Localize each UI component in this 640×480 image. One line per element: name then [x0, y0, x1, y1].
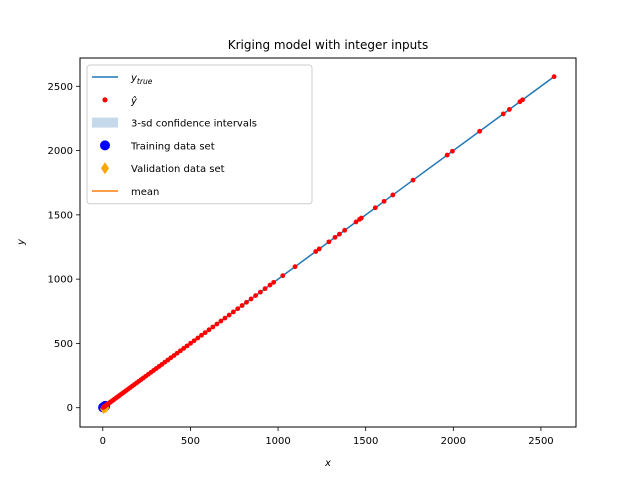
prediction-point: [271, 279, 277, 285]
y-tick-label: 1000: [48, 275, 73, 286]
prediction-point: [174, 350, 180, 356]
prediction-point: [551, 74, 557, 80]
prediction-point: [262, 286, 268, 292]
legend-patch-marker: [92, 117, 118, 128]
y-tick-label: 2000: [48, 146, 73, 157]
prediction-point: [214, 321, 220, 327]
prediction-point: [410, 177, 416, 183]
legend-box: [86, 64, 313, 205]
prediction-point: [178, 348, 183, 354]
prediction-point: [477, 128, 483, 134]
prediction-point: [206, 327, 212, 333]
prediction-point: [444, 152, 450, 158]
prediction-point: [506, 107, 512, 112]
prediction-point: [390, 192, 396, 198]
x-axis: 0 500 1000 1500 2000 2500: [100, 427, 554, 447]
prediction-point: [267, 282, 273, 288]
prediction-point: [195, 335, 201, 341]
legend-diamond-marker: [101, 162, 109, 175]
prediction-point: [235, 306, 241, 312]
legend-label: Validation data set: [131, 164, 225, 175]
y-tick-label: 2500: [48, 82, 73, 93]
legend-label: ytrue: [130, 73, 153, 86]
x-axis-label: x: [324, 458, 331, 469]
prediction-point: [218, 318, 224, 324]
prediction-point: [358, 215, 364, 221]
legend-dot-marker: [102, 97, 108, 103]
prediction-point: [353, 219, 359, 225]
y-axis: 0 500 1000 1500 2000 2500: [48, 82, 80, 414]
prediction-point: [202, 330, 208, 336]
prediction-point: [342, 227, 348, 233]
prediction-point: [336, 231, 342, 237]
x-tick-label: 1000: [265, 436, 290, 447]
x-tick-label: 1500: [353, 436, 378, 447]
x-tick-label: 2000: [441, 436, 466, 447]
prediction-point: [239, 303, 245, 308]
legend-label: ŷ: [130, 95, 138, 107]
prediction-point: [222, 315, 228, 321]
prediction-point: [184, 343, 190, 349]
prediction-point: [372, 205, 378, 211]
x-tick-label: 2500: [528, 436, 553, 447]
legend-label: 3-sd confidence intervals: [131, 119, 257, 130]
y-tick-label: 1500: [48, 210, 73, 221]
prediction-point: [230, 309, 236, 315]
prediction-point: [244, 299, 249, 305]
y-tick-label: 0: [67, 403, 73, 414]
prediction-point: [500, 111, 506, 117]
prediction-point: [226, 312, 232, 318]
prediction-point: [381, 198, 387, 204]
prediction-point: [199, 332, 204, 338]
prediction-point: [181, 345, 187, 351]
prediction-point: [248, 296, 254, 302]
plot-area: [98, 74, 557, 414]
chart-title: Kriging model with integer inputs: [228, 38, 428, 52]
legend: ytrue ŷ 3-sd confidence intervals Training …: [86, 64, 313, 205]
prediction-point: [316, 246, 322, 252]
legend-label: mean: [131, 187, 159, 198]
prediction-point: [253, 293, 259, 298]
prediction-point: [326, 239, 332, 245]
prediction-point: [332, 234, 338, 240]
x-tick-label: 0: [100, 436, 106, 447]
prediction-point: [520, 97, 525, 103]
axes-frame: [79, 57, 577, 428]
prediction-point: [210, 324, 216, 330]
x-tick-label: 500: [181, 436, 200, 447]
prediction-point: [313, 249, 319, 254]
prediction-point: [191, 338, 197, 344]
prediction-point: [292, 264, 298, 270]
y-axis-label: y: [16, 238, 27, 246]
prediction-point: [280, 273, 286, 279]
prediction-point: [450, 148, 455, 154]
prediction-point: [188, 340, 193, 346]
prediction-point: [257, 289, 263, 295]
y-tick-label: 500: [54, 339, 73, 350]
legend-label: Training data set: [130, 141, 215, 152]
legend-circle-marker: [100, 140, 110, 151]
